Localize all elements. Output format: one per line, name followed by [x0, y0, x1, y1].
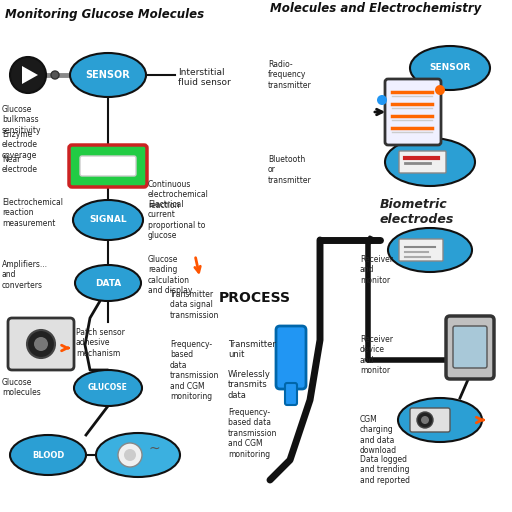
Text: PROCESS: PROCESS: [219, 291, 291, 305]
Ellipse shape: [410, 46, 490, 90]
FancyBboxPatch shape: [399, 239, 443, 261]
Text: Glucose
molecules: Glucose molecules: [2, 378, 41, 397]
Text: Radio-
frequency
transmitter: Radio- frequency transmitter: [268, 60, 312, 90]
Text: Molecules and Electrochemistry: Molecules and Electrochemistry: [270, 2, 481, 15]
Polygon shape: [22, 66, 38, 84]
Text: Data logged
and trending
and reported: Data logged and trending and reported: [360, 455, 410, 485]
Text: BLOOD: BLOOD: [32, 451, 64, 459]
FancyBboxPatch shape: [8, 318, 74, 370]
Text: Frequency-
based data
transmission
and CGM
monitoring: Frequency- based data transmission and C…: [228, 408, 278, 459]
FancyBboxPatch shape: [285, 383, 297, 405]
Text: Amplifiers...
and
converters: Amplifiers... and converters: [2, 260, 48, 290]
Text: Wirelessly
transmits
data: Wirelessly transmits data: [228, 370, 271, 400]
Circle shape: [118, 443, 142, 467]
Text: Electrochemical
reaction
measurement: Electrochemical reaction measurement: [2, 198, 63, 228]
Ellipse shape: [398, 398, 482, 442]
Text: SENSOR: SENSOR: [86, 70, 131, 80]
Text: Continuous
electrochemical
reaction: Continuous electrochemical reaction: [148, 180, 209, 210]
Ellipse shape: [388, 228, 472, 272]
Text: Enzyme
electrode
coverage: Enzyme electrode coverage: [2, 130, 38, 160]
Text: GLUCOSE: GLUCOSE: [88, 383, 128, 393]
FancyBboxPatch shape: [399, 151, 446, 173]
FancyBboxPatch shape: [453, 326, 487, 368]
Circle shape: [10, 57, 46, 93]
FancyBboxPatch shape: [69, 145, 147, 187]
Circle shape: [124, 449, 136, 461]
Circle shape: [27, 330, 55, 358]
Text: Transmitter
unit: Transmitter unit: [228, 340, 276, 359]
Ellipse shape: [73, 200, 143, 240]
Ellipse shape: [70, 53, 146, 97]
Text: SIGNAL: SIGNAL: [89, 216, 127, 224]
Text: ~: ~: [148, 442, 160, 456]
Text: CGM
charging
and data
download: CGM charging and data download: [360, 415, 397, 455]
Circle shape: [435, 85, 445, 95]
FancyBboxPatch shape: [446, 316, 494, 379]
Text: Patch sensor
adhesive
mechanism: Patch sensor adhesive mechanism: [76, 328, 125, 358]
Text: Transmitter
data signal
transmission: Transmitter data signal transmission: [170, 290, 219, 320]
Ellipse shape: [75, 265, 141, 301]
Text: Receiver
and
monitor: Receiver and monitor: [360, 255, 393, 285]
Text: SENSOR: SENSOR: [430, 63, 471, 73]
Text: Interstitial
fluid sensor: Interstitial fluid sensor: [178, 68, 231, 88]
Text: Frequency-
based
data
transmission
and CGM
monitoring: Frequency- based data transmission and C…: [170, 340, 219, 401]
Ellipse shape: [74, 370, 142, 406]
Text: Electrical
current
proportional to
glucose: Electrical current proportional to gluco…: [148, 200, 205, 240]
Circle shape: [417, 412, 433, 428]
Text: Near
electrode: Near electrode: [2, 155, 38, 175]
Text: Glucose
reading
calculation
and display: Glucose reading calculation and display: [148, 255, 193, 295]
Text: Monitoring Glucose Molecules: Monitoring Glucose Molecules: [5, 8, 204, 21]
FancyBboxPatch shape: [276, 326, 306, 389]
Ellipse shape: [96, 433, 180, 477]
Text: Biometric
electrodes: Biometric electrodes: [380, 198, 454, 226]
Circle shape: [34, 337, 48, 351]
FancyBboxPatch shape: [80, 156, 136, 176]
FancyBboxPatch shape: [385, 79, 441, 145]
Circle shape: [377, 95, 387, 105]
Ellipse shape: [385, 138, 475, 186]
Ellipse shape: [10, 435, 86, 475]
Text: Receiver
device
and
monitor: Receiver device and monitor: [360, 335, 393, 375]
FancyBboxPatch shape: [410, 408, 450, 432]
Text: Bluetooth
or
transmitter: Bluetooth or transmitter: [268, 155, 312, 185]
Circle shape: [51, 71, 59, 79]
Circle shape: [421, 416, 429, 424]
Text: Glucose
bulkmass
sensitivity: Glucose bulkmass sensitivity: [2, 105, 41, 135]
Text: DATA: DATA: [95, 279, 121, 288]
